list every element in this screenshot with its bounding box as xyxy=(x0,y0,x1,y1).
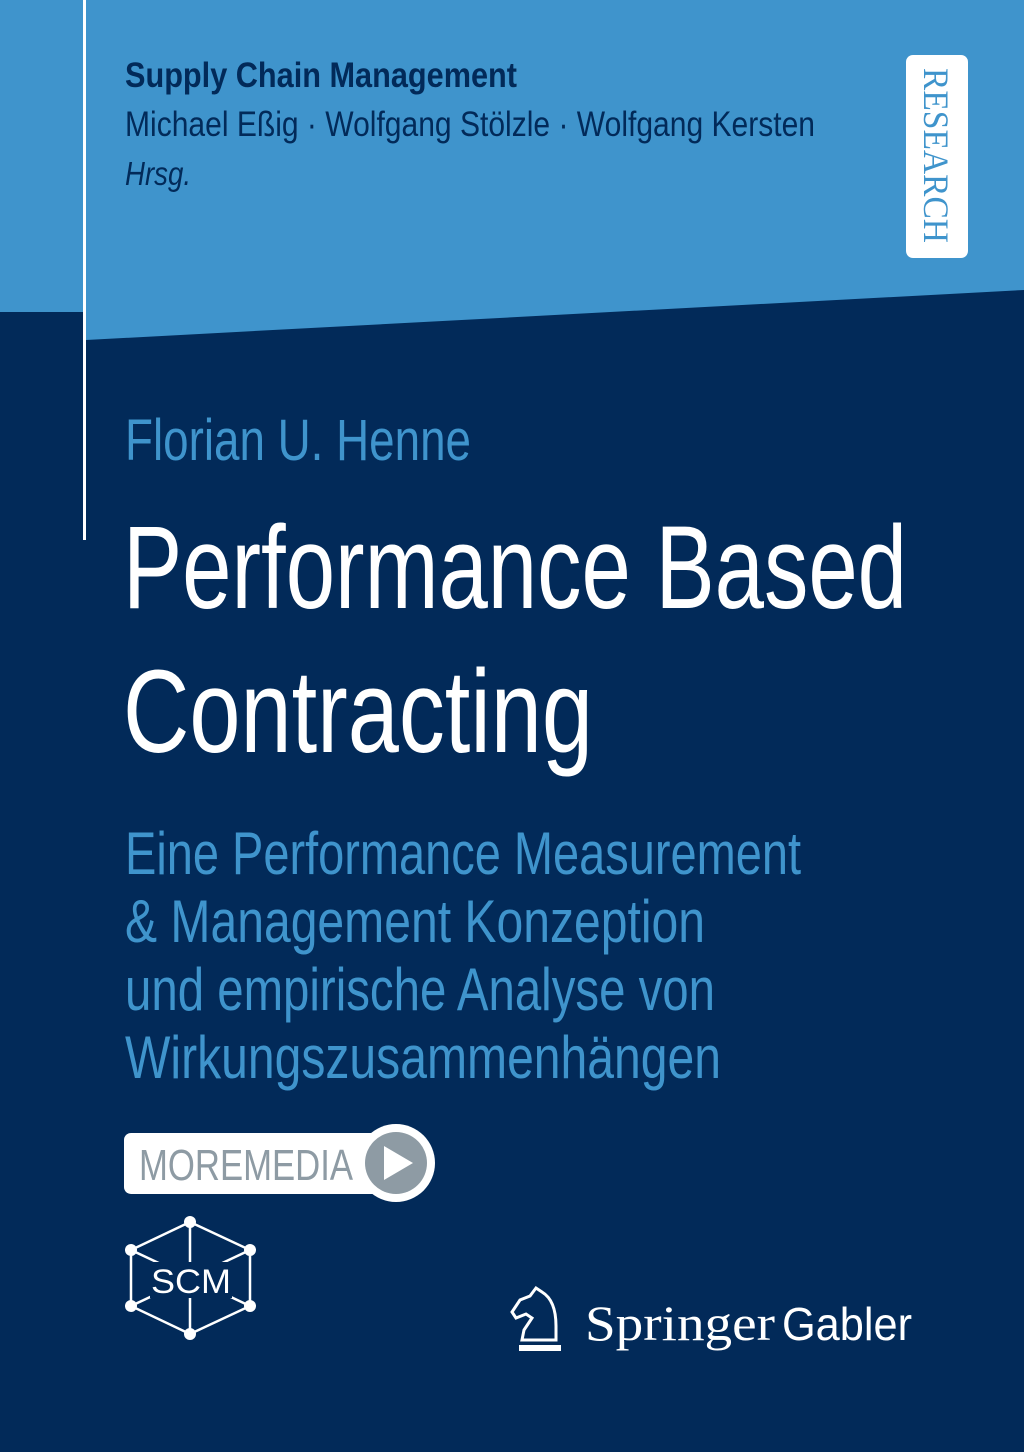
moremedia-label: MOREMEDIA xyxy=(139,1141,354,1190)
publisher-name-springer: Springer xyxy=(585,1295,775,1351)
book-title-line-1: Performance Based xyxy=(123,502,907,634)
subtitle-line-1: Eine Performance Measurement xyxy=(125,820,801,887)
subtitle-line-3: und empirische Analyse von xyxy=(125,956,715,1023)
research-badge-label: RESEARCH xyxy=(916,68,956,243)
publisher-name-gabler: Gabler xyxy=(782,1298,912,1350)
scm-node xyxy=(125,1300,137,1312)
scm-node xyxy=(184,1216,196,1228)
moremedia-button[interactable]: MOREMEDIA xyxy=(124,1124,435,1202)
scm-label-bg xyxy=(150,1262,232,1298)
scm-node xyxy=(184,1328,196,1340)
scm-node xyxy=(244,1300,256,1312)
scm-label: SCM xyxy=(151,1263,231,1301)
research-badge: RESEARCH xyxy=(906,55,968,258)
book-author: Florian U. Henne xyxy=(125,408,471,473)
vertical-divider-line xyxy=(83,0,86,540)
research-badge-bg xyxy=(906,55,968,258)
play-icon xyxy=(384,1146,413,1180)
series-editors: Michael Eßig · Wolfgang Stölzle · Wolfga… xyxy=(125,105,815,144)
light-blue-band xyxy=(0,0,1024,340)
editors-role: Hrsg. xyxy=(125,155,191,192)
book-title-line-2: Contracting xyxy=(123,646,593,778)
subtitle-line-4: Wirkungszusammenhängen xyxy=(125,1024,721,1091)
scm-node xyxy=(244,1244,256,1256)
publisher-logo: Springer Gabler xyxy=(510,1285,912,1351)
series-title: Supply Chain Management xyxy=(125,56,517,95)
scm-node xyxy=(125,1244,137,1256)
scm-logo: SCM xyxy=(125,1216,256,1340)
moremedia-bg xyxy=(124,1133,404,1194)
knight-horse-icon xyxy=(510,1285,561,1351)
subtitle-line-2: & Management Konzeption xyxy=(125,888,705,955)
